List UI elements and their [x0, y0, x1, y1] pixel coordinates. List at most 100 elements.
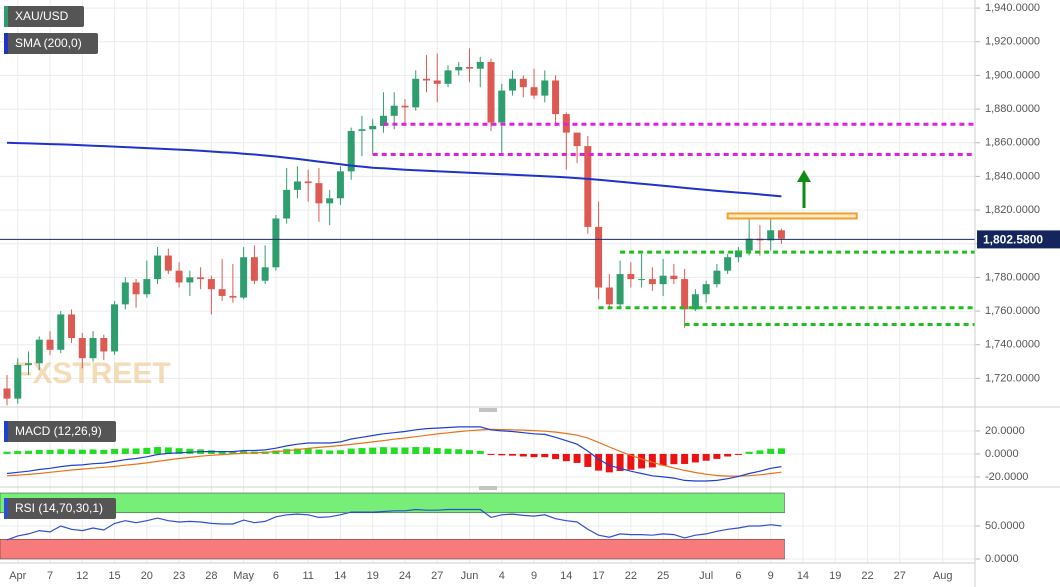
candle-body	[229, 295, 237, 298]
histogram-bar	[132, 448, 140, 454]
histogram-bar	[121, 448, 129, 454]
histogram-bar	[734, 453, 742, 455]
histogram-bar	[713, 453, 721, 459]
x-tick-label: 12	[76, 570, 88, 582]
x-tick-label: 28	[205, 570, 217, 582]
candle-body	[691, 294, 699, 310]
candle-body	[250, 257, 258, 281]
candle-body	[466, 66, 474, 69]
candle-body	[283, 189, 291, 219]
candle-body	[207, 279, 215, 290]
candle-body	[605, 287, 613, 305]
histogram-bar	[78, 449, 86, 454]
candle-body	[336, 171, 344, 199]
histogram-bar	[584, 453, 592, 467]
histogram-bar	[681, 453, 689, 464]
x-tick-label: 17	[592, 570, 604, 582]
x-tick-label: 9	[768, 570, 774, 582]
histogram-bar	[68, 449, 76, 454]
legend-macd[interactable]: MACD (12,26,9)	[4, 421, 116, 442]
candle-body	[261, 267, 269, 281]
candle-body	[638, 279, 646, 281]
candle-body	[390, 105, 398, 116]
histogram-bar	[573, 453, 581, 463]
candle-body	[487, 61, 495, 123]
candle-body	[498, 90, 506, 123]
y-tick-label: 1,760.0000	[985, 305, 1040, 317]
histogram-bar	[455, 449, 463, 454]
legend-swatch	[4, 498, 8, 519]
signal-line	[6, 428, 782, 477]
legend-box	[4, 33, 98, 54]
x-tick-label: 14	[334, 570, 346, 582]
candle-body	[530, 87, 538, 96]
histogram-bar	[229, 451, 237, 454]
histogram-bar	[745, 451, 753, 454]
x-tick-label: 19	[829, 570, 841, 582]
legend-box	[4, 6, 84, 27]
legend-rsi[interactable]: RSI (14,70,30,1)	[4, 498, 116, 519]
candle-body	[541, 80, 549, 96]
histogram-bar	[670, 453, 678, 465]
x-tick-label: 14	[560, 570, 572, 582]
histogram-bar	[562, 453, 570, 462]
x-tick-label: May	[233, 570, 254, 582]
histogram-bar	[3, 451, 11, 454]
candle-body	[379, 115, 387, 126]
candle-body	[315, 183, 323, 204]
histogram-bar	[336, 450, 344, 454]
candle-body	[358, 129, 366, 131]
candle-body	[347, 130, 355, 172]
candle-body	[433, 80, 441, 84]
macd-line	[6, 426, 782, 482]
y-tick-label: 1,880.0000	[985, 103, 1040, 115]
y-tick-label: 1,940.0000	[985, 2, 1040, 14]
legend-main[interactable]: XAU/USD	[4, 6, 84, 27]
candle-body	[218, 289, 226, 296]
histogram-bar	[379, 447, 387, 454]
x-tick-label: 9	[531, 570, 537, 582]
last-price-box	[977, 230, 1060, 249]
candle-body	[121, 282, 129, 305]
candle-body	[78, 338, 86, 359]
candle-body	[412, 78, 420, 108]
x-tick-label: 15	[108, 570, 120, 582]
x-tick-label: Aug	[933, 570, 953, 582]
x-tick-label: 27	[431, 570, 443, 582]
x-tick-label: 22	[861, 570, 873, 582]
candle-body	[35, 339, 43, 364]
histogram-bar	[57, 449, 65, 454]
histogram-bar	[293, 448, 301, 454]
histogram-bar	[347, 448, 355, 454]
y-tick-label: 1,920.0000	[985, 36, 1040, 48]
candle-body	[100, 338, 108, 352]
y-tick-label: 1,820.0000	[985, 204, 1040, 216]
candle-body	[401, 105, 409, 108]
legend-label: SMA (200,0)	[15, 36, 82, 50]
candle-body	[293, 181, 301, 190]
histogram-bar	[595, 453, 603, 471]
histogram-bar	[218, 450, 226, 454]
y-tick-label: 1,900.0000	[985, 69, 1040, 81]
candle-body	[154, 255, 162, 280]
histogram-bar	[659, 453, 667, 466]
candle-body	[186, 277, 194, 283]
candle-body	[422, 78, 430, 81]
y-tick-label: 1,780.0000	[985, 271, 1040, 283]
legend-swatch	[4, 6, 8, 27]
candle-body	[627, 274, 635, 280]
x-tick-label: 25	[657, 570, 669, 582]
y-tick-label: 50.0000	[985, 520, 1025, 532]
x-tick-label: Jul	[699, 570, 713, 582]
candle-body	[197, 277, 205, 280]
x-tick-label: 14	[797, 570, 809, 582]
histogram-bar	[25, 450, 33, 454]
histogram-bar	[627, 453, 635, 470]
y-tick-label: 1,740.0000	[985, 339, 1040, 351]
histogram-bar	[304, 448, 312, 454]
legend-sma[interactable]: SMA (200,0)	[4, 33, 98, 54]
histogram-bar	[46, 449, 54, 454]
last-price-label: 1,802.5800	[983, 233, 1043, 247]
x-tick-label: 27	[894, 570, 906, 582]
